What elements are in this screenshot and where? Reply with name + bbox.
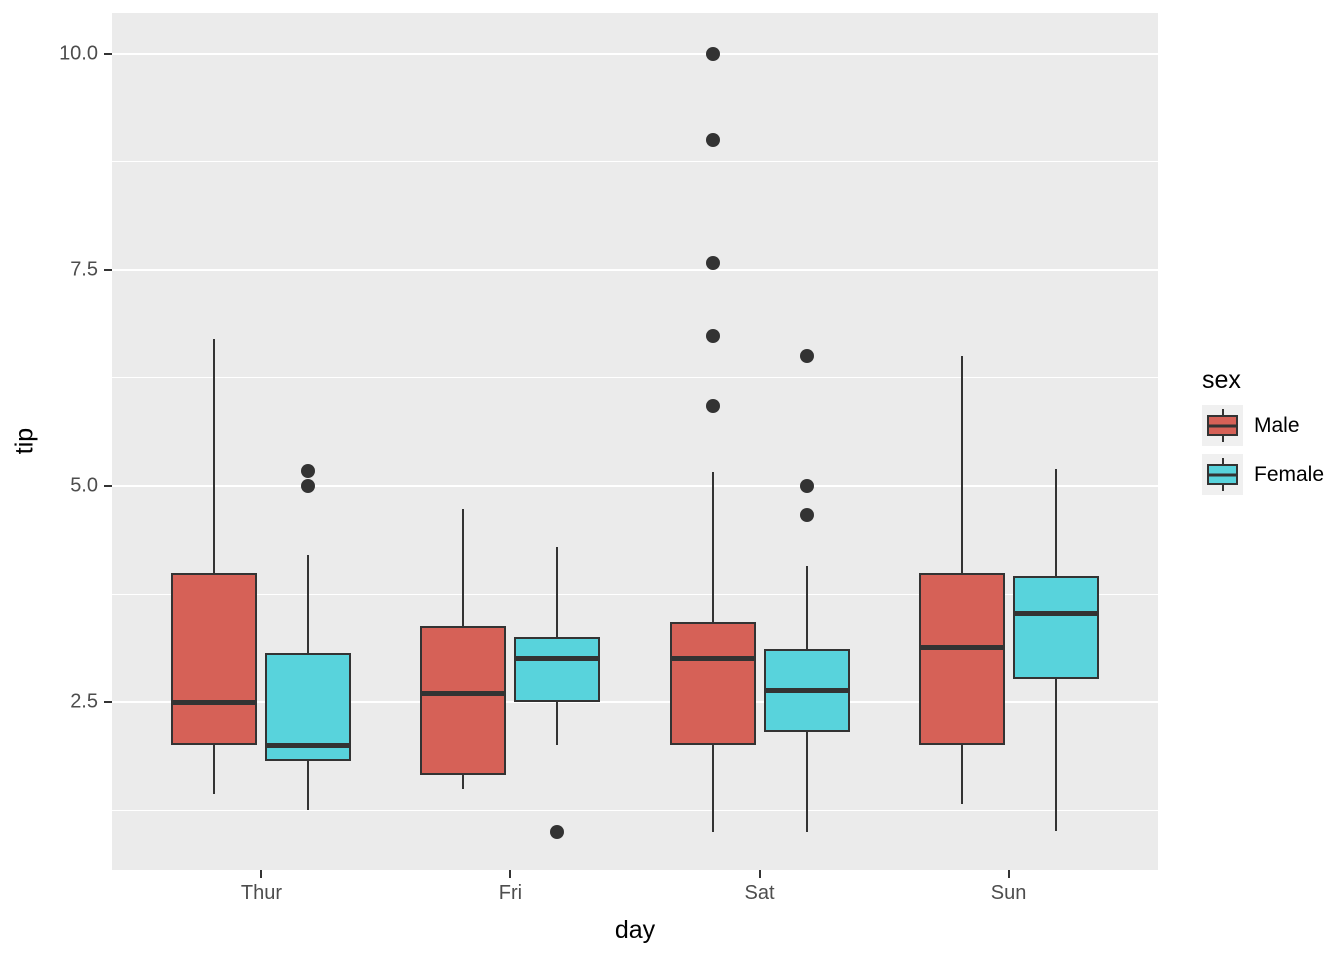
- median-line: [420, 691, 507, 697]
- upper-whisker: [462, 509, 465, 627]
- boxplot-glyph-median: [1209, 473, 1236, 476]
- y-tick-mark: [104, 485, 112, 488]
- lower-whisker: [1054, 678, 1057, 832]
- upper-whisker: [1054, 468, 1057, 576]
- legend-key-female: [1202, 454, 1243, 495]
- x-tick-label-fri: Fri: [498, 882, 523, 904]
- boxplot-glyph-box: [1207, 464, 1238, 485]
- minor-gridline: [112, 377, 1158, 379]
- outlier-point: [705, 46, 720, 61]
- outlier-point: [799, 349, 814, 364]
- outlier-point: [301, 464, 316, 479]
- box-sun-male: [918, 572, 1005, 746]
- median-line: [265, 742, 352, 748]
- y-tick-label: 10.0: [59, 42, 98, 65]
- upper-whisker: [711, 472, 714, 622]
- outlier-point: [799, 479, 814, 494]
- upper-whisker: [307, 555, 310, 653]
- boxplot-glyph-median: [1209, 424, 1236, 427]
- upper-whisker: [960, 356, 963, 573]
- outlier-point: [705, 329, 720, 344]
- legend-label-male: Male: [1254, 414, 1300, 437]
- y-tick-label: 2.5: [70, 690, 98, 713]
- y-tick-label: 5.0: [70, 474, 98, 497]
- lower-whisker: [711, 745, 714, 832]
- median-line: [669, 656, 756, 662]
- lower-whisker: [556, 702, 559, 746]
- median-line: [171, 699, 258, 705]
- plot-panel: [112, 13, 1158, 870]
- median-line: [763, 687, 850, 693]
- box-fri-female: [514, 637, 601, 703]
- box-thur-male: [171, 572, 258, 746]
- median-line: [1012, 610, 1099, 616]
- legend-title: sex: [1202, 366, 1241, 394]
- upper-whisker: [556, 546, 559, 638]
- lower-whisker: [462, 774, 465, 789]
- x-tick-mark: [758, 870, 761, 878]
- legend-entry-female: Female: [1202, 454, 1324, 495]
- legend-key-male: [1202, 405, 1243, 446]
- outlier-point: [705, 255, 720, 270]
- upper-whisker: [805, 566, 808, 650]
- upper-whisker: [213, 339, 216, 573]
- outlier-point: [301, 479, 316, 494]
- outlier-point: [705, 133, 720, 148]
- legend-entry-male: Male: [1202, 405, 1324, 446]
- median-line: [514, 656, 601, 662]
- lower-whisker: [805, 732, 808, 832]
- x-tick-label-thur: Thur: [240, 882, 282, 904]
- box-sun-female: [1012, 575, 1099, 679]
- minor-gridline: [112, 809, 1158, 811]
- median-line: [918, 645, 1005, 651]
- outlier-point: [799, 507, 814, 522]
- major-gridline: [112, 701, 1158, 704]
- minor-gridline: [112, 593, 1158, 595]
- major-gridline: [112, 485, 1158, 488]
- x-tick-mark: [509, 870, 512, 878]
- legend: sex Male Female: [1202, 368, 1324, 503]
- box-sat-male: [669, 621, 756, 746]
- lower-whisker: [213, 745, 216, 794]
- lower-whisker: [960, 745, 963, 805]
- outlier-point: [705, 399, 720, 414]
- y-tick-mark: [104, 701, 112, 704]
- y-tick-mark: [104, 52, 112, 55]
- major-gridline: [112, 52, 1158, 55]
- y-axis-title: tip: [10, 427, 39, 455]
- y-tick-label: 7.5: [70, 258, 98, 281]
- lower-whisker: [307, 761, 310, 811]
- boxplot-glyph-box: [1207, 415, 1238, 436]
- minor-gridline: [112, 161, 1158, 163]
- y-tick-mark: [104, 268, 112, 271]
- legend-label-female: Female: [1254, 463, 1325, 486]
- x-tick-label-sun: Sun: [990, 882, 1027, 904]
- x-axis-title: day: [614, 916, 656, 944]
- x-tick-mark: [1007, 870, 1010, 878]
- major-gridline: [112, 268, 1158, 271]
- x-tick-mark: [260, 870, 263, 878]
- box-fri-male: [420, 626, 507, 775]
- x-tick-label-sat: Sat: [744, 882, 775, 904]
- outlier-point: [550, 824, 565, 839]
